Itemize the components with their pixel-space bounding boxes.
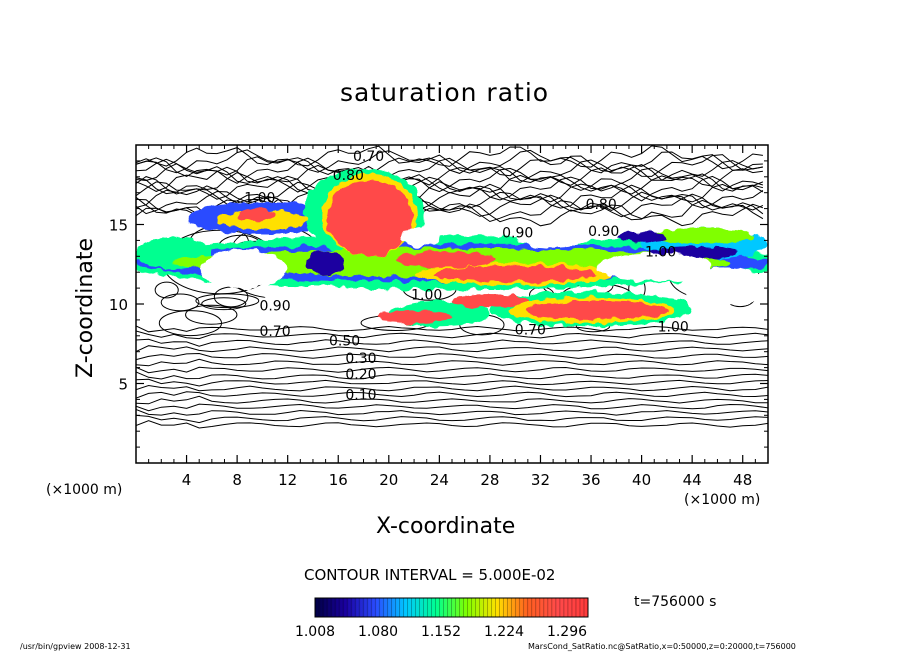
footer-right: MarsCond_SatRatio.nc@SatRatio,x=0:50000,… — [528, 642, 796, 651]
x-tick-label: 36 — [581, 471, 600, 489]
contour-line — [136, 145, 763, 170]
contour-lines — [136, 145, 768, 429]
saturation-field — [136, 168, 768, 327]
contour-line — [136, 378, 768, 387]
contour-line — [136, 175, 764, 202]
saturation-blob — [433, 265, 598, 282]
y-tick-label: 10 — [109, 296, 128, 314]
contour-line — [136, 154, 763, 177]
contour-interval-label: CONTOUR INTERVAL = 5.000E-02 — [304, 566, 556, 584]
contour-label: 0.50 — [329, 334, 360, 350]
contour-label: 0.70 — [259, 324, 290, 340]
contour-line — [136, 157, 763, 184]
contour-line — [136, 371, 768, 380]
contour-line — [136, 403, 768, 412]
saturation-blob — [395, 251, 497, 268]
unsaturated-pocket — [401, 227, 440, 247]
y-tick-label: 5 — [118, 376, 128, 394]
x-tick-label: 12 — [278, 471, 297, 489]
x-tick-label: 4 — [182, 471, 192, 489]
contour-line — [136, 345, 768, 353]
x-tick-label: 8 — [232, 471, 242, 489]
saturation-blob — [527, 300, 667, 320]
contour-label: 0.90 — [502, 225, 533, 241]
contour-labels: 0.70 0.80 1.00 0.80 0.90 0.90 1.00 1.00 0.90 0.70… — [244, 149, 688, 404]
x-tick-label: 28 — [480, 471, 499, 489]
unsaturated-pocket — [679, 267, 768, 306]
contour-label: 0.20 — [345, 367, 376, 383]
contour-label: 0.10 — [345, 388, 376, 404]
colorbar-tick-label: 1.152 — [421, 624, 461, 640]
contour-label: 0.90 — [588, 224, 619, 240]
contour-line — [136, 330, 768, 340]
contour-label: 0.90 — [259, 299, 290, 315]
colorbar-tick-label: 1.080 — [358, 624, 398, 640]
saturation-blob — [452, 294, 528, 308]
x-unit-label: (×1000 m) — [684, 492, 761, 508]
contour-line — [136, 391, 768, 399]
contour-line — [136, 325, 768, 333]
contour-line — [136, 384, 768, 392]
contour-line — [136, 366, 768, 374]
contour-line — [136, 338, 768, 347]
saturation-blob — [376, 310, 452, 324]
contour-line — [136, 409, 768, 416]
y-unit-label: (×1000 m) — [46, 482, 123, 498]
x-tick-label: 44 — [683, 471, 702, 489]
colorbar-tick-label: 1.224 — [484, 624, 524, 640]
contour-label: 1.00 — [244, 190, 275, 206]
chart-title: saturation ratio — [340, 78, 550, 107]
contour-label: 0.70 — [353, 149, 384, 165]
x-tick-label: 16 — [329, 471, 348, 489]
colorbar: 1.008 1.080 1.152 1.224 1.296 — [295, 597, 589, 640]
x-tick-label: 32 — [531, 471, 550, 489]
contour-label: 1.00 — [411, 287, 442, 303]
colorbar-tick-label: 1.008 — [295, 624, 335, 640]
contour-label: 0.70 — [515, 322, 546, 338]
unsaturated-pocket — [515, 227, 592, 247]
y-tick-label: 15 — [109, 217, 128, 235]
contour-label: 1.00 — [658, 319, 689, 335]
unsaturated-pocket — [597, 253, 712, 282]
contour-line — [185, 304, 238, 325]
contour-label: 0.80 — [333, 168, 364, 184]
saturation-blobs — [136, 168, 768, 327]
saturation-blob — [237, 208, 276, 222]
time-label: t=756000 s — [634, 594, 717, 610]
contour-line — [136, 414, 768, 424]
colorbar-tick-label: 1.296 — [547, 624, 587, 640]
contour-label: 0.30 — [345, 351, 376, 367]
contour-line — [201, 297, 247, 311]
contour-line — [136, 420, 768, 429]
contour-line — [154, 281, 179, 299]
contour-label: 1.00 — [645, 245, 676, 261]
x-tick-label: 20 — [379, 471, 398, 489]
saturation-blob — [654, 227, 756, 244]
x-axis-label: X-coordinate — [376, 514, 516, 539]
x-tick-label: 40 — [632, 471, 651, 489]
contour-label: 0.80 — [586, 197, 617, 213]
contour-line — [136, 352, 768, 361]
footer-left: /usr/bin/gpview 2008-12-31 — [20, 642, 131, 651]
x-tick-label: 48 — [733, 471, 752, 489]
contour-line — [136, 149, 763, 174]
saturation-blob — [616, 231, 667, 243]
contour-line — [136, 395, 768, 405]
saturation-blob — [326, 179, 413, 257]
colorbar-gradient — [314, 597, 589, 618]
unsaturated-pocket — [200, 249, 287, 289]
y-axis-label: Z-coordinate — [73, 238, 98, 378]
saturation-blob — [306, 249, 345, 276]
unsaturated-pocket — [262, 284, 364, 304]
contour-line — [136, 358, 768, 367]
x-tick-label: 24 — [430, 471, 449, 489]
